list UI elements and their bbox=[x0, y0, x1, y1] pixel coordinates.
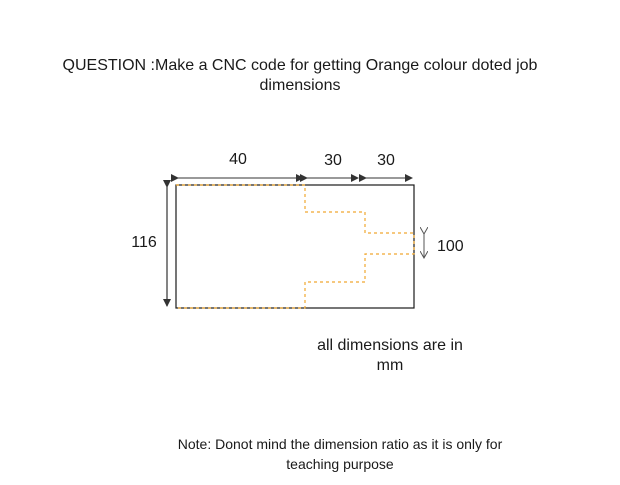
teaching-note-line-2: teaching purpose bbox=[286, 456, 394, 472]
units-note: all dimensions are in mm bbox=[300, 336, 480, 376]
teaching-note-line-1: Note: Donot mind the dimension ratio as … bbox=[177, 436, 503, 452]
stock-outline bbox=[175, 184, 415, 309]
dim-label-116: 116 bbox=[131, 234, 157, 251]
question-text: QUESTION :Make a CNC code for getting Or… bbox=[40, 56, 560, 96]
question-line-1: QUESTION :Make a CNC code for getting Or… bbox=[62, 57, 538, 74]
dim-label-40: 40 bbox=[229, 151, 247, 168]
question-line-2: dimensions bbox=[259, 77, 341, 94]
job-profile-dotted bbox=[176, 184, 415, 309]
dim-label-30-middle: 30 bbox=[324, 152, 342, 169]
units-note-line-2: mm bbox=[376, 357, 404, 374]
dim-label-30-right: 30 bbox=[377, 152, 395, 169]
dim-label-100: 100 bbox=[437, 238, 464, 255]
units-note-line-1: all dimensions are in bbox=[317, 337, 463, 354]
teaching-note: Note: Donot mind the dimension ratio as … bbox=[150, 434, 530, 474]
